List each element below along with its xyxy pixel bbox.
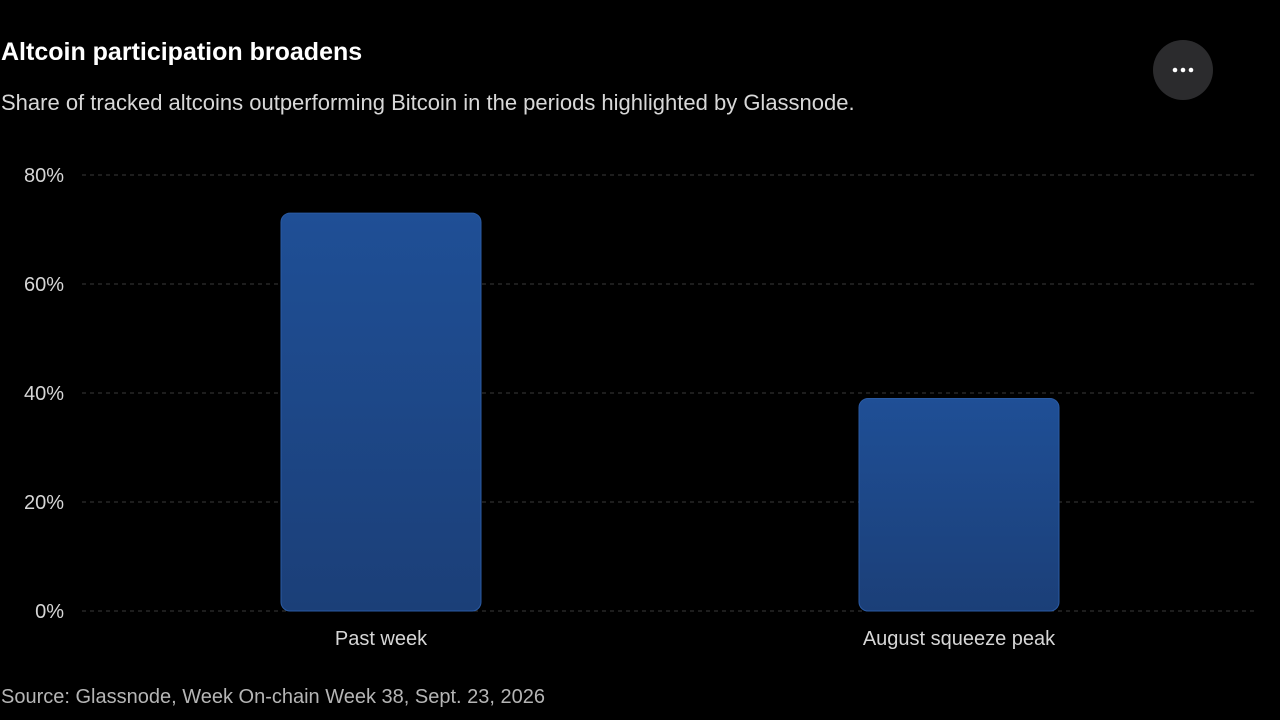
bar-1 [858,397,1060,612]
y-tick-label: 40% [24,383,64,405]
bars [280,212,1060,612]
bar-0 [280,212,482,612]
chart-subtitle: Share of tracked altcoins outperforming … [1,90,855,115]
y-tick-label: 0% [35,601,64,623]
x-tick-label: Past week [335,628,428,650]
source-note: Source: Glassnode, Week On-chain Week 38… [1,686,546,708]
y-tick-label: 60% [24,274,64,296]
x-tick-label: August squeeze peak [863,628,1056,650]
y-axis-ticks: 0% 20% 40% 60% 80% [24,165,64,623]
grid-lines [82,174,1258,612]
bar-chart: 0% 20% 40% 60% 80% Past week August squeeze p… [24,165,1258,650]
x-axis-ticks: Past week August squeeze peak [335,628,1056,650]
more-horizontal-icon [1172,67,1194,73]
more-options-button[interactable] [1153,40,1213,100]
chart-title: Altcoin participation broadens [1,38,363,66]
y-tick-label: 20% [24,492,64,514]
y-tick-label: 80% [24,165,64,187]
